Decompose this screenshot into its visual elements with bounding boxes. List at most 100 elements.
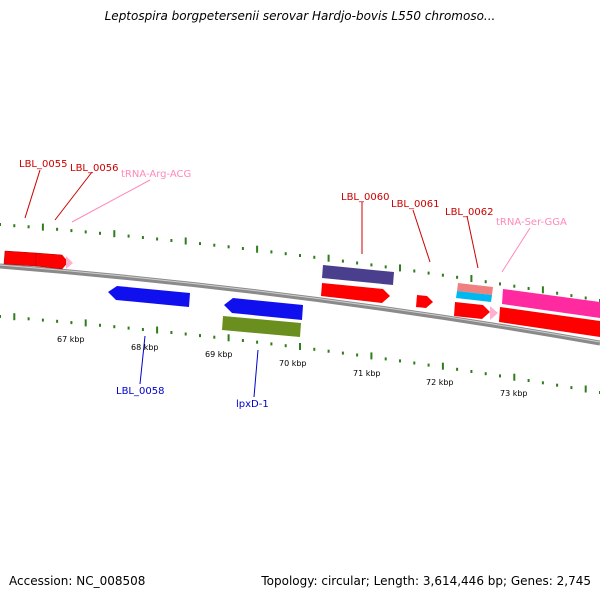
gene-lbl-0060[interactable] xyxy=(321,283,390,303)
minor-tick xyxy=(284,252,287,256)
gene-lbl-0058[interactable] xyxy=(108,286,190,307)
major-tick xyxy=(256,245,259,253)
accession-text: Accession: NC_008508 xyxy=(9,574,146,588)
scale-labels: 67 kbp 68 kbp 69 kbp 70 kbp 71 kbp 72 kb… xyxy=(57,335,528,398)
minor-tick xyxy=(284,344,287,348)
gene-trna-ser[interactable] xyxy=(490,306,498,320)
minor-tick xyxy=(384,357,387,361)
minor-tick xyxy=(227,245,230,249)
minor-tick xyxy=(156,237,159,241)
label-lbl-0061[interactable]: LBL_0061 xyxy=(391,199,439,210)
gene-trna-arg[interactable] xyxy=(66,256,73,269)
minor-tick xyxy=(99,231,101,235)
scale-label: 69 kbp xyxy=(205,350,233,359)
scale-label: 70 kbp xyxy=(279,359,307,368)
gene-lbl-0056[interactable] xyxy=(35,252,69,270)
gene-lbl-0062[interactable] xyxy=(454,302,490,319)
minor-tick xyxy=(256,340,259,344)
label-lbl-0056[interactable]: LBL_0056 xyxy=(70,163,118,174)
label-lbl-0062[interactable]: LBL_0062 xyxy=(445,207,493,218)
minor-tick xyxy=(241,247,244,250)
minor-tick xyxy=(0,315,1,318)
minor-tick xyxy=(556,383,559,387)
minor-tick xyxy=(427,363,430,367)
major-tick xyxy=(441,362,444,370)
gene-lbl-0062-cyan[interactable] xyxy=(456,291,492,302)
minor-tick xyxy=(413,269,416,273)
minor-tick xyxy=(213,335,216,339)
major-tick xyxy=(299,343,301,350)
major-tick xyxy=(470,275,473,282)
minor-tick xyxy=(41,318,44,322)
minor-tick xyxy=(199,242,201,246)
minor-tick xyxy=(99,323,101,327)
minor-tick xyxy=(199,334,201,338)
gene-lbl-0055[interactable] xyxy=(3,250,37,267)
minor-tick xyxy=(556,291,559,295)
major-tick xyxy=(399,264,401,272)
scale-ticks-top xyxy=(0,223,600,302)
minor-tick xyxy=(527,287,530,290)
major-tick xyxy=(84,319,87,327)
label-lpxd-1[interactable]: lpxD-1 xyxy=(236,399,269,410)
minor-tick xyxy=(513,284,516,288)
minor-tick xyxy=(327,349,330,353)
minor-tick xyxy=(56,227,59,231)
major-tick xyxy=(113,230,116,238)
minor-tick xyxy=(341,259,344,263)
minor-tick xyxy=(184,332,187,336)
label-leaders xyxy=(24,169,531,398)
minor-tick xyxy=(113,325,116,329)
minor-tick xyxy=(370,263,373,267)
label-trna-ser[interactable]: tRNA-Ser-GGA xyxy=(496,217,567,228)
scale-label: 67 kbp xyxy=(57,335,85,344)
label-lbl-0060[interactable]: LBL_0060 xyxy=(341,192,389,203)
minor-tick xyxy=(141,328,144,331)
minor-tick xyxy=(384,265,387,269)
minor-tick xyxy=(27,225,30,229)
minor-tick xyxy=(84,230,87,234)
scale-label: 73 kbp xyxy=(500,389,528,398)
minor-tick xyxy=(313,347,316,351)
minor-tick xyxy=(499,282,501,286)
label-trna-arg[interactable]: tRNA-Arg-ACG xyxy=(121,169,191,180)
gene-lbl-0062-salmon[interactable] xyxy=(457,283,493,295)
genome-summary-text: Topology: circular; Length: 3,614,446 bp… xyxy=(261,574,591,588)
scale-label: 72 kbp xyxy=(426,378,454,387)
minor-tick xyxy=(356,353,359,357)
gene-lbl-0061[interactable] xyxy=(416,295,433,308)
minor-tick xyxy=(127,326,130,330)
gene-red-long[interactable] xyxy=(499,307,600,337)
minor-tick xyxy=(570,294,573,298)
label-lbl-0055[interactable]: LBL_0055 xyxy=(19,159,67,170)
minor-tick xyxy=(141,236,144,239)
minor-tick xyxy=(456,367,459,371)
minor-tick xyxy=(27,317,30,321)
minor-tick xyxy=(170,331,173,334)
chromosome-backbone xyxy=(0,263,600,346)
minor-tick xyxy=(170,239,173,242)
minor-tick xyxy=(427,271,430,275)
minor-tick xyxy=(13,224,16,228)
minor-tick xyxy=(541,381,544,385)
minor-tick xyxy=(484,280,487,284)
gene-lpxd-1-blue[interactable] xyxy=(224,298,303,320)
scale-ticks-bottom xyxy=(0,313,600,394)
major-tick xyxy=(41,223,44,231)
minor-tick xyxy=(499,374,501,378)
minor-tick xyxy=(456,275,459,279)
minor-tick xyxy=(0,223,1,226)
minor-tick xyxy=(70,321,73,325)
minor-tick xyxy=(413,361,416,365)
gene-lpxd-1[interactable] xyxy=(222,316,301,337)
major-tick xyxy=(156,326,159,334)
gene-lbl-0060-purple[interactable] xyxy=(322,265,394,285)
label-lbl-0058[interactable]: LBL_0058 xyxy=(116,386,164,397)
minor-tick xyxy=(470,370,473,373)
reverse-genes xyxy=(108,286,303,337)
gene-pink-long[interactable] xyxy=(502,289,600,318)
major-tick xyxy=(13,313,16,321)
minor-tick xyxy=(399,359,401,363)
minor-tick xyxy=(70,229,73,233)
